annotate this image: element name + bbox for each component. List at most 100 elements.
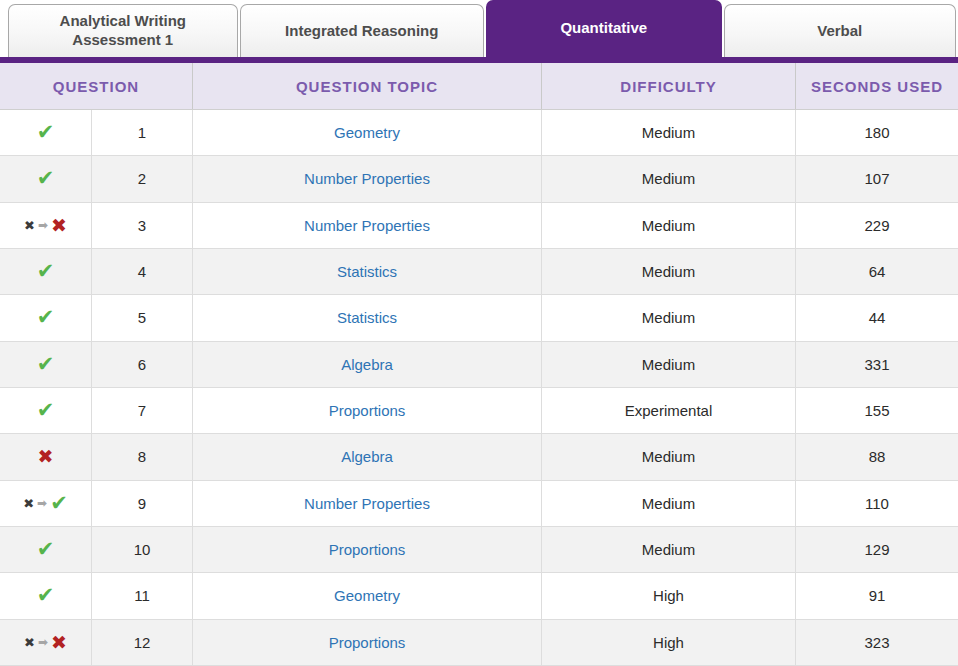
question-number-cell: 6 bbox=[91, 342, 192, 387]
seconds-used-cell: 180 bbox=[795, 110, 958, 155]
seconds-used-cell: 44 bbox=[795, 295, 958, 340]
changed-answer-arrow-icon: ➡ bbox=[38, 636, 48, 648]
topic-link[interactable]: Statistics bbox=[337, 309, 397, 326]
initial-answer-icon: ✖ bbox=[23, 497, 34, 510]
table-row: ✖ 8 Algebra Medium 88 bbox=[0, 434, 958, 480]
seconds-used-cell: 110 bbox=[795, 481, 958, 526]
topic-cell: Algebra bbox=[192, 342, 541, 387]
topic-cell: Geometry bbox=[192, 110, 541, 155]
section-tabs: Analytical Writing Assessment 1 Integrat… bbox=[0, 0, 958, 57]
initial-answer-icon: ✖ bbox=[24, 636, 35, 649]
seconds-used-cell: 155 bbox=[795, 388, 958, 433]
initial-answer-icon: ✖ bbox=[24, 219, 35, 232]
seconds-used-cell: 331 bbox=[795, 342, 958, 387]
topic-cell: Number Properties bbox=[192, 156, 541, 201]
seconds-used-cell: 229 bbox=[795, 203, 958, 248]
result-cell: ✖➡✖ bbox=[0, 620, 91, 665]
column-header-difficulty: DIFFICULTY bbox=[541, 63, 795, 109]
changed-answer-arrow-icon: ➡ bbox=[37, 497, 47, 509]
seconds-used-cell: 88 bbox=[795, 434, 958, 479]
changed-answer-arrow-icon: ➡ bbox=[38, 219, 48, 231]
tab-label: Integrated Reasoning bbox=[271, 22, 452, 41]
table-header-row: QUESTION QUESTION TOPIC DIFFICULTY SECON… bbox=[0, 63, 958, 110]
question-number-cell: 12 bbox=[91, 620, 192, 665]
question-number-cell: 7 bbox=[91, 388, 192, 433]
table-row: ✔ 7 Proportions Experimental 155 bbox=[0, 388, 958, 434]
result-cell: ✔ bbox=[0, 573, 91, 618]
topic-link[interactable]: Statistics bbox=[337, 263, 397, 280]
difficulty-cell: Medium bbox=[541, 434, 795, 479]
column-header-topic: QUESTION TOPIC bbox=[192, 63, 541, 109]
topic-link[interactable]: Geometry bbox=[334, 587, 400, 604]
correct-icon: ✔ bbox=[37, 168, 55, 189]
question-number-cell: 10 bbox=[91, 527, 192, 572]
tab-analytical-writing-assessment[interactable]: Analytical Writing Assessment 1 bbox=[8, 4, 238, 57]
incorrect-icon: ✖ bbox=[51, 216, 67, 235]
question-number-cell: 1 bbox=[91, 110, 192, 155]
topic-cell: Algebra bbox=[192, 434, 541, 479]
topic-link[interactable]: Proportions bbox=[329, 402, 406, 419]
question-number-cell: 3 bbox=[91, 203, 192, 248]
correct-icon: ✔ bbox=[50, 493, 68, 514]
topic-cell: Number Properties bbox=[192, 481, 541, 526]
result-cell: ✔ bbox=[0, 342, 91, 387]
question-number-cell: 2 bbox=[91, 156, 192, 201]
result-cell: ✔ bbox=[0, 527, 91, 572]
tab-quantitative[interactable]: Quantitative bbox=[486, 0, 722, 57]
table-row: ✔ 4 Statistics Medium 64 bbox=[0, 249, 958, 295]
topic-cell: Proportions bbox=[192, 620, 541, 665]
topic-cell: Number Properties bbox=[192, 203, 541, 248]
topic-link[interactable]: Algebra bbox=[341, 356, 393, 373]
result-cell: ✔ bbox=[0, 295, 91, 340]
correct-icon: ✔ bbox=[37, 261, 55, 282]
table-row: ✔ 11 Geometry High 91 bbox=[0, 573, 958, 619]
table-body: ✔ 1 Geometry Medium 180 ✔ 2 Number Prope… bbox=[0, 110, 958, 666]
difficulty-cell: Medium bbox=[541, 481, 795, 526]
correct-icon: ✔ bbox=[37, 307, 55, 328]
topic-cell: Proportions bbox=[192, 527, 541, 572]
tab-integrated-reasoning[interactable]: Integrated Reasoning bbox=[240, 4, 484, 57]
difficulty-cell: Experimental bbox=[541, 388, 795, 433]
seconds-used-cell: 129 bbox=[795, 527, 958, 572]
tab-verbal[interactable]: Verbal bbox=[724, 4, 957, 57]
correct-icon: ✔ bbox=[37, 122, 55, 143]
difficulty-cell: High bbox=[541, 573, 795, 618]
question-number-cell: 4 bbox=[91, 249, 192, 294]
result-cell: ✖ bbox=[0, 434, 91, 479]
difficulty-cell: Medium bbox=[541, 249, 795, 294]
difficulty-cell: Medium bbox=[541, 156, 795, 201]
difficulty-cell: Medium bbox=[541, 203, 795, 248]
topic-link[interactable]: Geometry bbox=[334, 124, 400, 141]
topic-link[interactable]: Algebra bbox=[341, 448, 393, 465]
table-row: ✖➡✖ 3 Number Properties Medium 229 bbox=[0, 203, 958, 249]
table-row: ✔ 2 Number Properties Medium 107 bbox=[0, 156, 958, 202]
topic-link[interactable]: Proportions bbox=[329, 634, 406, 651]
question-number-cell: 8 bbox=[91, 434, 192, 479]
question-number-cell: 9 bbox=[91, 481, 192, 526]
incorrect-icon: ✖ bbox=[38, 447, 54, 466]
table-row: ✔ 10 Proportions Medium 129 bbox=[0, 527, 958, 573]
column-header-question: QUESTION bbox=[0, 63, 192, 109]
seconds-used-cell: 107 bbox=[795, 156, 958, 201]
topic-link[interactable]: Number Properties bbox=[304, 170, 430, 187]
tab-label: Verbal bbox=[803, 22, 876, 41]
tab-label: Quantitative bbox=[546, 19, 661, 38]
result-cell: ✔ bbox=[0, 388, 91, 433]
table-row: ✔ 6 Algebra Medium 331 bbox=[0, 342, 958, 388]
difficulty-cell: High bbox=[541, 620, 795, 665]
result-cell: ✖➡✔ bbox=[0, 481, 91, 526]
incorrect-icon: ✖ bbox=[51, 633, 67, 652]
topic-link[interactable]: Proportions bbox=[329, 541, 406, 558]
correct-icon: ✔ bbox=[37, 539, 55, 560]
topic-link[interactable]: Number Properties bbox=[304, 495, 430, 512]
question-number-cell: 5 bbox=[91, 295, 192, 340]
score-report: Analytical Writing Assessment 1 Integrat… bbox=[0, 0, 958, 666]
column-header-seconds-used: SECONDS USED bbox=[795, 63, 958, 109]
seconds-used-cell: 323 bbox=[795, 620, 958, 665]
result-cell: ✔ bbox=[0, 110, 91, 155]
topic-cell: Statistics bbox=[192, 295, 541, 340]
difficulty-cell: Medium bbox=[541, 342, 795, 387]
seconds-used-cell: 64 bbox=[795, 249, 958, 294]
table-row: ✔ 1 Geometry Medium 180 bbox=[0, 110, 958, 156]
topic-link[interactable]: Number Properties bbox=[304, 217, 430, 234]
